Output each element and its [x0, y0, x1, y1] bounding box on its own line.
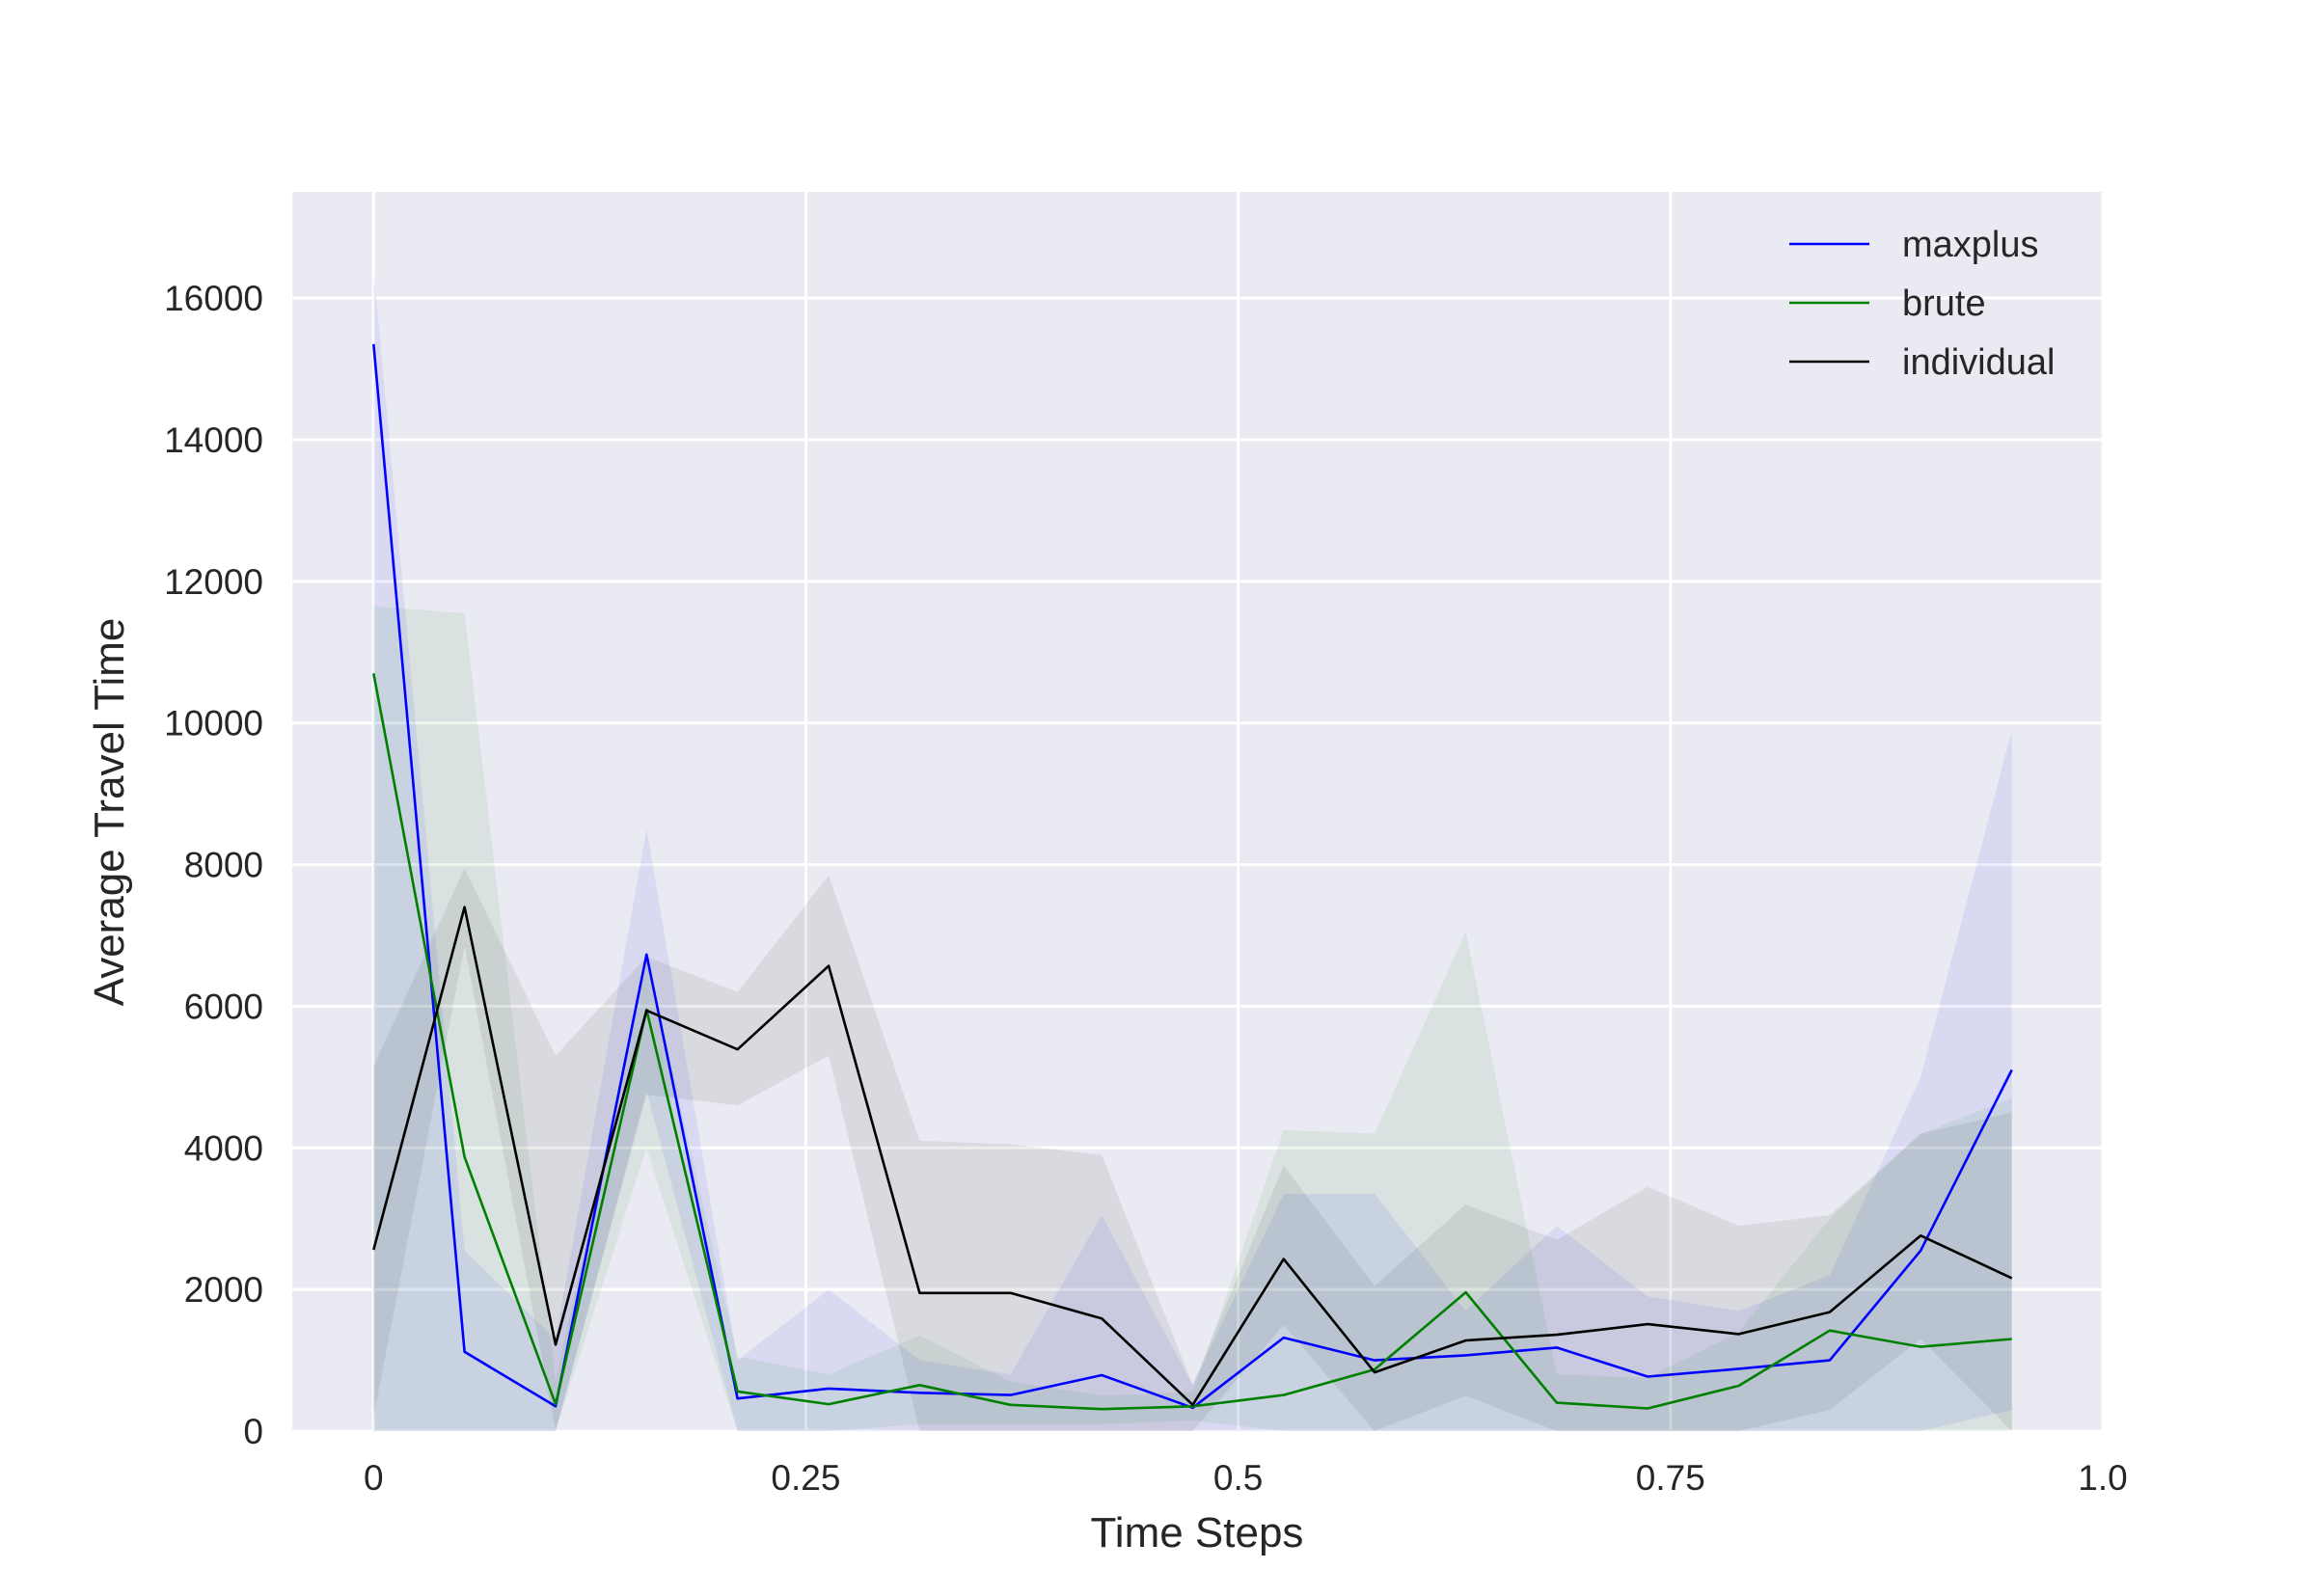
x-tick-label: 0.75: [1636, 1458, 1705, 1498]
x-tick-label: 0: [364, 1458, 384, 1498]
y-tick-label: 0: [243, 1412, 263, 1451]
line-maxplus: [372, 343, 2013, 1410]
line-individual: [372, 906, 2013, 1407]
band-brute: [373, 606, 2012, 1431]
x-tick-label: 0.5: [1213, 1458, 1263, 1498]
y-tick-label: 6000: [184, 987, 263, 1026]
y-tick-label: 12000: [164, 562, 263, 602]
y-tick-label: 14000: [164, 420, 263, 460]
y-tick-label: 4000: [184, 1128, 263, 1168]
x-tick-label: 1.0: [2078, 1458, 2127, 1498]
band-maxplus: [373, 269, 2012, 1431]
grid-lines: [292, 192, 2105, 1433]
plot-background: [292, 192, 2103, 1431]
y-axis-ticks: 0 2000 4000 6000 8000 10000 12000 14000 16000: [164, 279, 263, 1451]
series-lines: [372, 343, 2013, 1411]
y-axis-title: Average Travel Time: [86, 618, 133, 1007]
legend-label-brute: brute: [1902, 284, 1986, 324]
x-tick-label: 0.25: [771, 1458, 840, 1498]
legend-label-individual: individual: [1902, 342, 2055, 383]
x-axis-ticks: 0 0.25 0.5 0.75 1.0: [364, 1458, 2128, 1498]
x-axis-title: Time Steps: [1091, 1509, 1304, 1556]
legend-label-maxplus: maxplus: [1902, 225, 2039, 265]
y-tick-label: 16000: [164, 279, 263, 318]
y-tick-label: 10000: [164, 704, 263, 744]
y-tick-label: 8000: [184, 846, 263, 885]
legend: maxplus brute individual: [1789, 225, 2055, 383]
y-tick-label: 2000: [184, 1270, 263, 1310]
